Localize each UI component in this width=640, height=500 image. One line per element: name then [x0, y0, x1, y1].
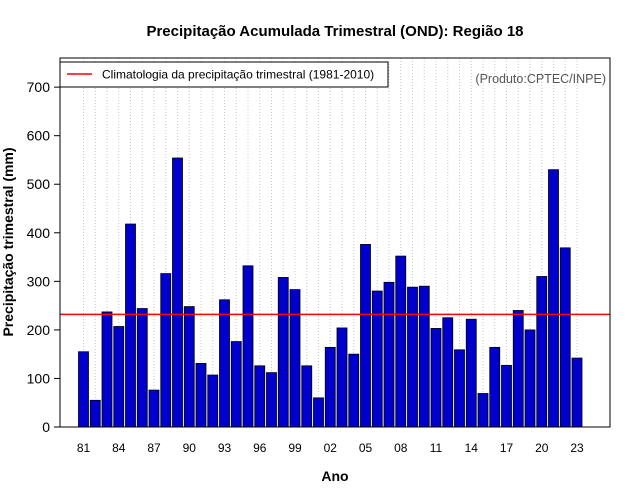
x-tick-label: 20	[535, 441, 549, 455]
x-tick-label: 05	[359, 441, 373, 455]
chart-title: Precipitação Acumulada Trimestral (OND):…	[146, 23, 523, 40]
y-tick-label: 500	[27, 176, 51, 192]
bar-08	[395, 255, 407, 428]
bar-06	[371, 290, 383, 428]
y-tick-label: 200	[27, 322, 51, 338]
bar-20	[536, 276, 548, 428]
bar-90	[183, 306, 195, 428]
bar-13	[454, 349, 465, 428]
bar-82	[89, 399, 101, 428]
bar-04	[348, 353, 360, 428]
bar-93	[219, 299, 230, 428]
y-tick-label: 700	[27, 79, 51, 95]
x-tick-label: 14	[465, 441, 479, 455]
bars-group	[78, 157, 583, 428]
bar-19	[524, 329, 536, 428]
y-tick-label: 400	[27, 225, 51, 241]
bar-01	[313, 397, 324, 428]
bar-17	[501, 364, 512, 428]
bar-12	[442, 317, 454, 428]
bar-10	[418, 285, 430, 428]
bar-83	[101, 311, 113, 428]
bar-85	[125, 223, 136, 428]
x-tick-label: 84	[112, 441, 126, 455]
bar-88	[160, 273, 172, 428]
bar-89	[172, 157, 183, 428]
bar-95	[242, 265, 254, 428]
bar-86	[136, 308, 148, 428]
x-tick-label: 99	[288, 441, 302, 455]
bar-81	[78, 351, 89, 428]
bar-02	[324, 346, 336, 428]
bar-91	[195, 362, 207, 428]
credit-text: (Produto:CPTEC/INPE)	[475, 72, 606, 86]
bar-23	[571, 357, 583, 428]
y-tick-label: 100	[27, 370, 51, 386]
bar-09	[407, 286, 418, 428]
x-axis: 81 84 87 90 93 96 99 02 05 08 11 14 17 20 23	[77, 441, 584, 455]
legend-label: Climatologia da precipitação trimestral …	[102, 68, 374, 82]
bar-98	[277, 277, 289, 428]
bar-87	[148, 389, 160, 428]
x-tick-label: 17	[500, 441, 514, 455]
y-tick-label: 0	[42, 419, 50, 435]
bar-07	[383, 281, 395, 428]
x-tick-label: 02	[324, 441, 338, 455]
x-axis-label: Ano	[321, 468, 348, 484]
x-tick-label: 11	[430, 441, 443, 455]
bar-92	[207, 374, 219, 428]
x-tick-label: 93	[218, 441, 232, 455]
bar-94	[230, 341, 242, 428]
x-tick-label: 87	[147, 441, 161, 455]
bar-18	[512, 310, 524, 428]
bar-16	[489, 346, 501, 428]
x-tick-label: 23	[570, 441, 584, 455]
bar-15	[477, 393, 489, 428]
plot-frame	[59, 57, 611, 428]
bar-00	[301, 365, 313, 428]
x-tick-label: 96	[253, 441, 267, 455]
bar-99	[289, 289, 301, 428]
bar-14	[465, 318, 477, 428]
x-tick-label: 81	[77, 441, 91, 455]
bar-11	[430, 328, 442, 428]
legend: Climatologia da precipitação trimestral …	[59, 61, 389, 88]
y-tick-label: 300	[27, 273, 51, 289]
y-tick-label: 600	[27, 128, 51, 144]
bar-03	[336, 327, 348, 428]
bar-96	[254, 365, 266, 428]
x-tick-label: 90	[183, 441, 197, 455]
bar-84	[113, 326, 125, 428]
bar-97	[266, 372, 277, 428]
bar-05	[360, 244, 371, 428]
x-tick-label: 08	[394, 441, 408, 455]
legend-box	[59, 61, 389, 88]
bar-21	[548, 169, 559, 428]
y-axis-label: Precipitação trimestral (mm)	[0, 147, 16, 336]
bar-22	[559, 247, 571, 428]
y-axis: 0 100 200 300 400 500 600 700	[27, 79, 60, 435]
